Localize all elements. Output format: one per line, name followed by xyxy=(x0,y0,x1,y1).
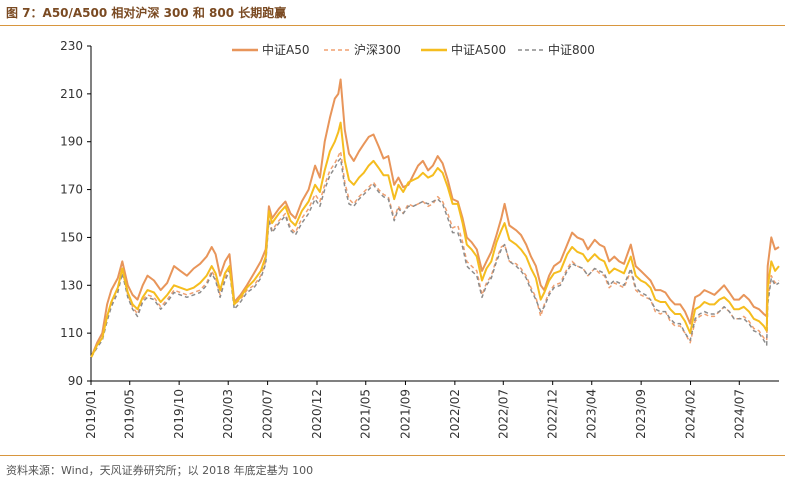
legend-label-1: 中证A50 xyxy=(262,42,309,57)
x-tick-label: 2019/05 xyxy=(123,389,137,439)
x-tick-label: 2022/02 xyxy=(448,389,462,439)
line-chart: 90 110 130 150 170 190 210 230 2019/01 2019/05 201… xyxy=(60,39,780,439)
legend-label-4: 中证800 xyxy=(548,42,595,57)
y-tick-label: 190 xyxy=(60,135,83,149)
y-tick-label: 90 xyxy=(68,374,83,388)
x-tick-label: 2020/03 xyxy=(221,389,235,439)
source-note: 资料来源：Wind，天风证券研究所；以 2018 年底定基为 100 xyxy=(6,464,314,477)
y-tick-label: 150 xyxy=(60,230,83,244)
x-tick-label: 2022/12 xyxy=(546,389,560,439)
chart-axes: 90 110 130 150 170 190 210 230 2019/01 2019/05 201… xyxy=(60,39,779,439)
x-tick-label: 2024/07 xyxy=(732,389,746,439)
x-tick-label: 2019/01 xyxy=(84,389,98,439)
title-rule xyxy=(0,25,785,26)
y-tick-label: 230 xyxy=(60,39,83,53)
series-line-2 xyxy=(90,150,780,358)
x-tick-label: 2021/09 xyxy=(398,389,412,439)
y-tick-label: 130 xyxy=(60,278,83,292)
x-tick-label: 2021/05 xyxy=(359,389,373,439)
x-tick-label: 2022/07 xyxy=(496,389,510,439)
x-tick-label: 2023/04 xyxy=(585,389,599,439)
legend-label-2: 沪深300 xyxy=(354,43,401,57)
y-tick-label: 210 xyxy=(60,87,83,101)
y-tick-label: 170 xyxy=(60,183,83,197)
legend-label-3: 中证A500 xyxy=(451,42,506,57)
chart-lines xyxy=(90,78,780,358)
series-line-1 xyxy=(90,78,780,358)
x-tick-label: 2020/12 xyxy=(310,389,324,439)
series-line-4 xyxy=(90,157,780,358)
x-tick-label: 2023/09 xyxy=(634,389,648,439)
x-tick-label: 2024/02 xyxy=(684,389,698,439)
y-tick-label: 110 xyxy=(60,326,83,340)
source-rule xyxy=(0,455,785,456)
x-tick-label: 2020/07 xyxy=(261,389,275,439)
series-line-3 xyxy=(90,121,780,358)
chart-legend: 中证A50 沪深300 中证A500 中证800 xyxy=(232,42,595,57)
x-tick-label: 2019/10 xyxy=(172,389,186,439)
figure-title: 图 7：A50/A500 相对沪深 300 和 800 长期跑赢 xyxy=(6,6,287,20)
